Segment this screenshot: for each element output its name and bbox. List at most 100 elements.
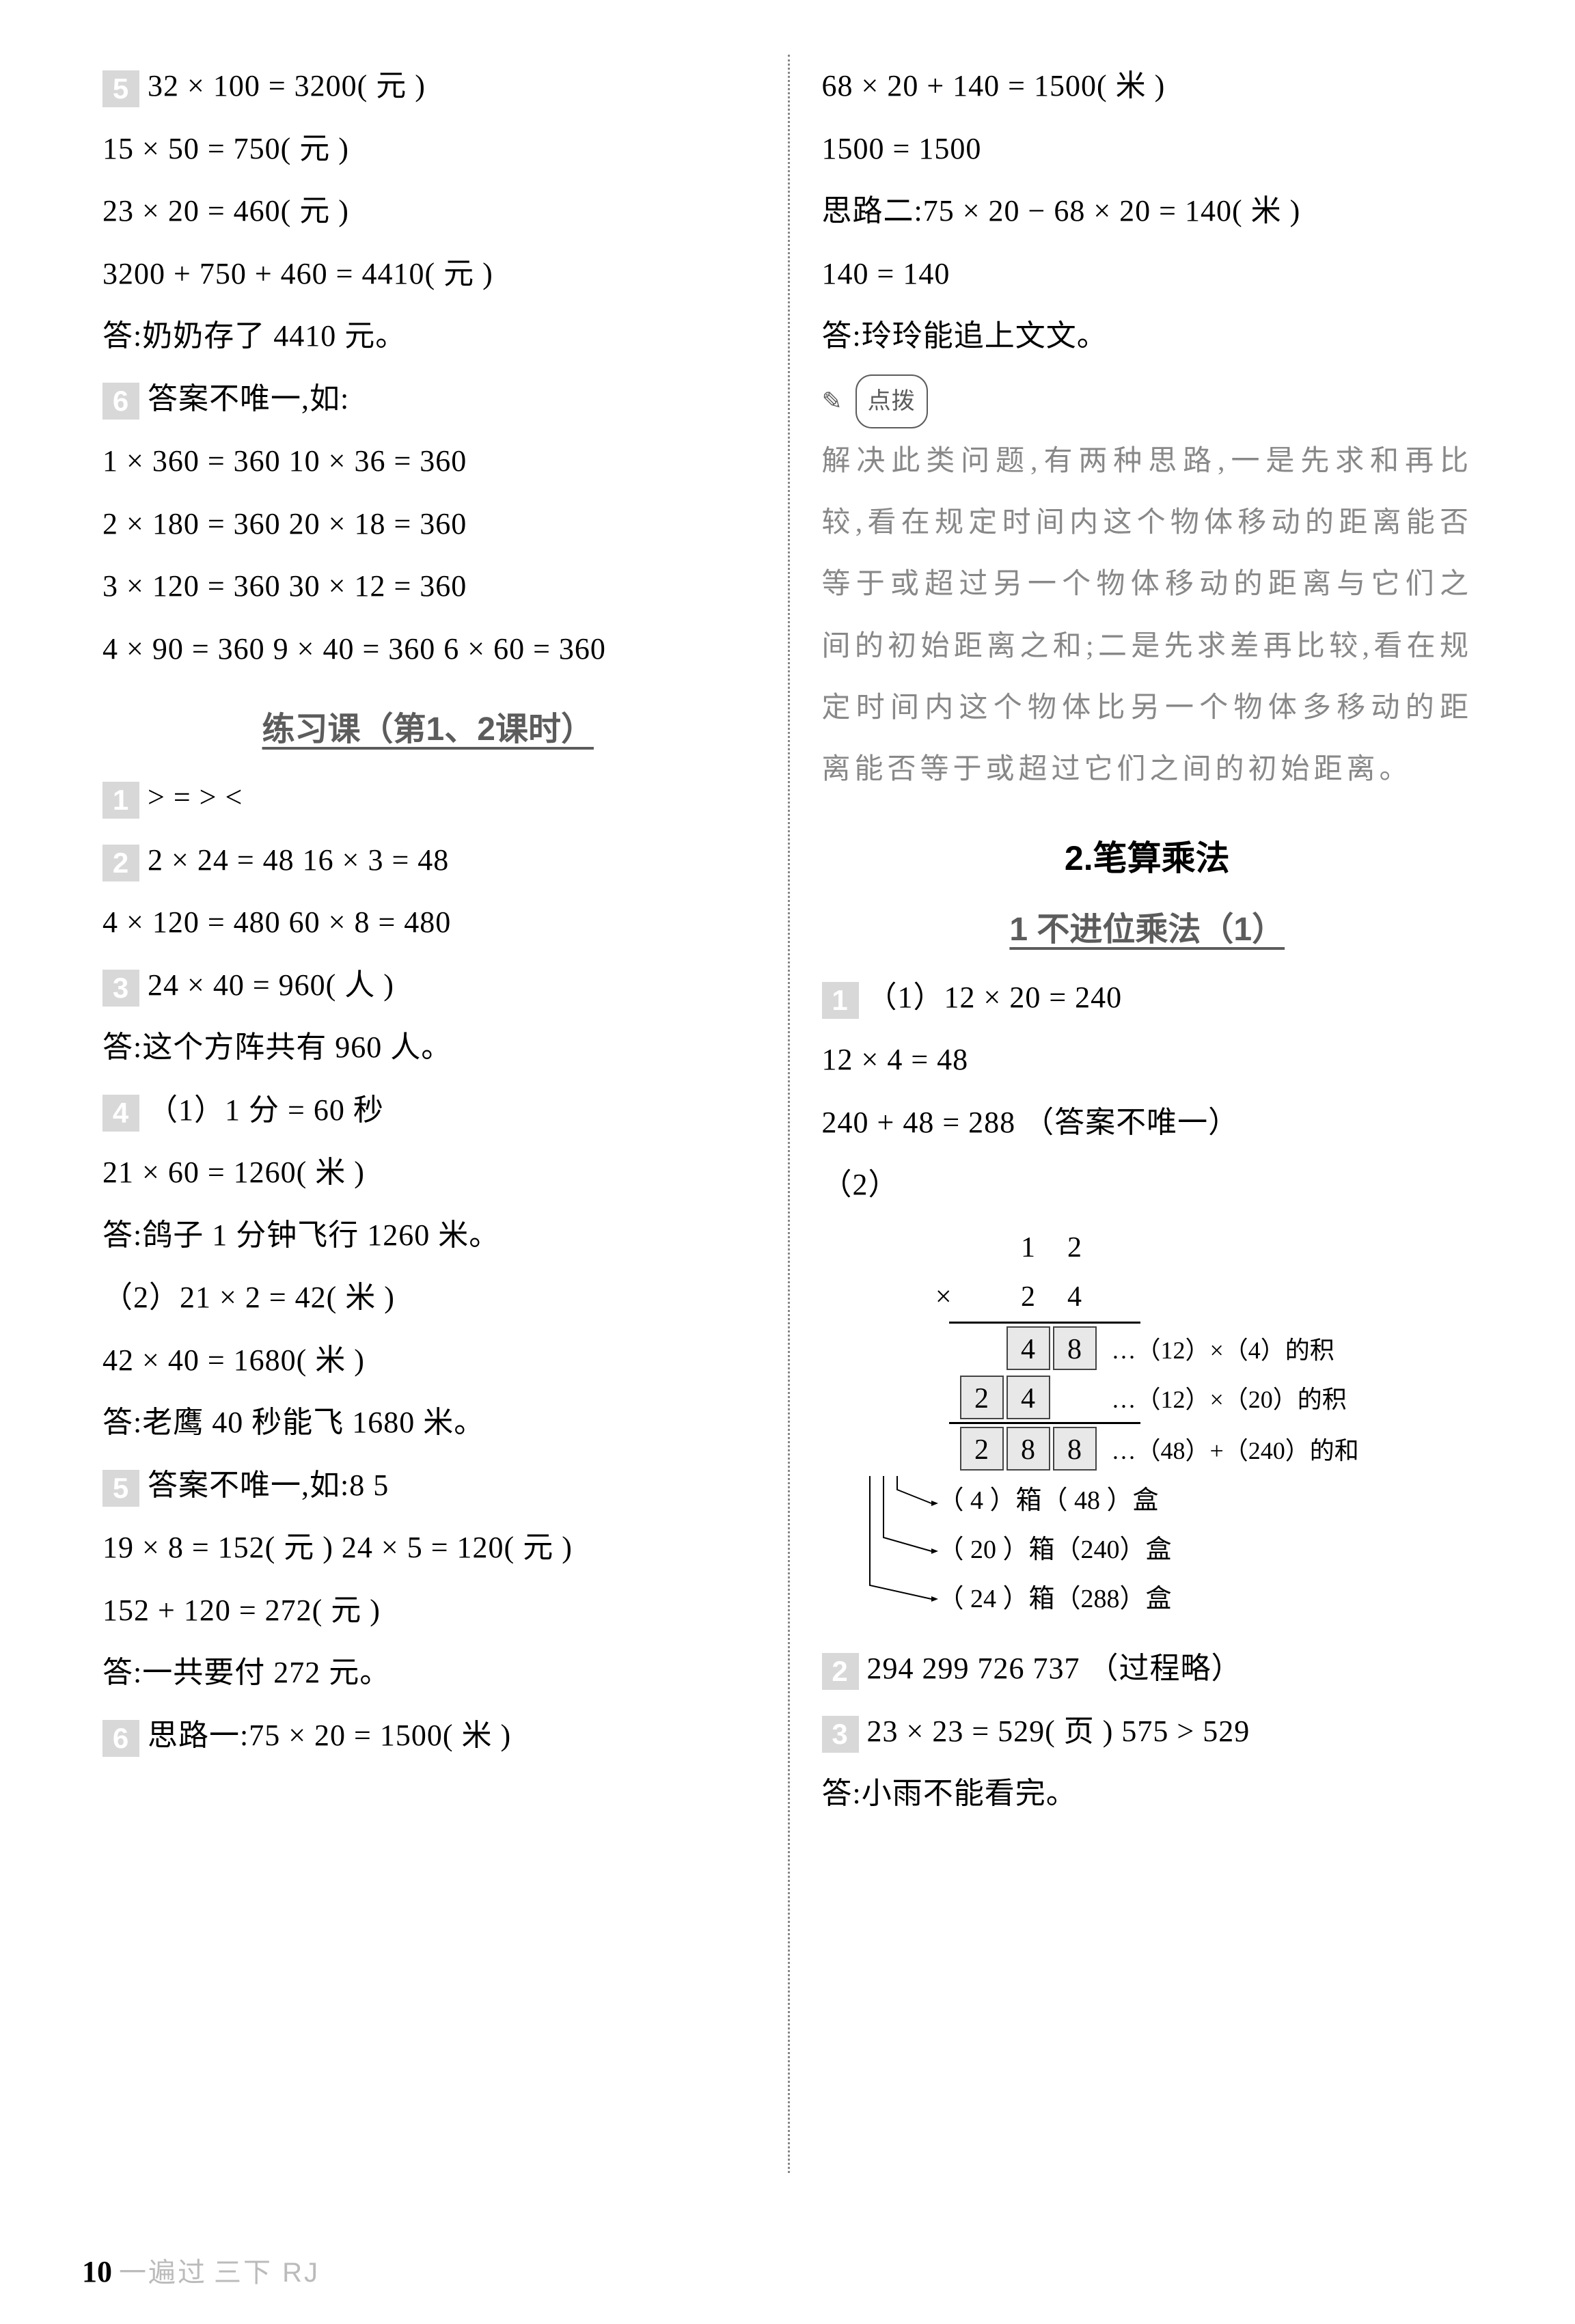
digit: 2 xyxy=(960,1376,1004,1419)
row1-note: …（12）×（4）的积 xyxy=(1112,1330,1334,1366)
dianbo-row: ✎ 点拨 xyxy=(822,368,1473,430)
num-2: 2 xyxy=(102,845,139,881)
footer-brand: 一遍过 xyxy=(119,2258,207,2288)
digit: 1 xyxy=(1006,1226,1050,1270)
cont-line: 答:玲玲能追上文文。 xyxy=(822,305,1473,368)
num-5: 5 xyxy=(102,70,139,107)
cont-line: 思路二:75 × 20 − 68 × 20 = 140( 米 ) xyxy=(822,180,1473,243)
footer-suffix: 三下 RJ xyxy=(214,2258,320,2288)
p5-line: 答:一共要付 272 元。 xyxy=(102,1641,754,1704)
text: （1）1 分 = 60 秒 xyxy=(148,1093,384,1127)
blank xyxy=(1053,1376,1097,1419)
section-2-heading: 2.笔算乘法 xyxy=(822,831,1473,880)
p4-line: 42 × 40 = 1680( 米 ) xyxy=(102,1329,754,1392)
p4-line: 答:老鹰 40 秒能飞 1680 米。 xyxy=(102,1391,754,1454)
q5-line: 15 × 50 = 750( 元 ) xyxy=(102,118,754,180)
text: 24 × 40 = 960( 人 ) xyxy=(148,968,394,1002)
num-3: 3 xyxy=(102,970,139,1007)
num-6: 6 xyxy=(102,383,139,420)
text: 2 × 24 = 48 16 × 3 = 48 xyxy=(148,843,449,877)
q6-head: 6 答案不唯一,如: xyxy=(102,368,754,430)
p2-line: 4 × 120 = 480 60 × 8 = 480 xyxy=(102,891,754,954)
p1: 1 > = > < xyxy=(102,766,754,829)
num-2: 2 xyxy=(822,1653,859,1690)
r3-answer: 答:小雨不能看完。 xyxy=(822,1762,1473,1825)
num-1: 1 xyxy=(102,782,139,819)
page-footer: 10 一遍过 三下 RJ xyxy=(82,2250,320,2290)
q5-answer: 答:奶奶存了 4410 元。 xyxy=(102,305,754,368)
num-5: 5 xyxy=(102,1470,139,1507)
bracket-line: （ 24 ）箱（288）盒 xyxy=(938,1574,1473,1624)
digit: 2 xyxy=(1053,1226,1097,1270)
p5-line: 152 + 120 = 272( 元 ) xyxy=(102,1579,754,1642)
cont-line: 68 × 20 + 140 = 1500( 米 ) xyxy=(822,55,1473,118)
blank xyxy=(960,1275,1004,1319)
q6-line: 2 × 180 = 360 20 × 18 = 360 xyxy=(102,493,754,556)
text: 294 299 726 737 （过程略） xyxy=(867,1652,1242,1685)
q6-line: 3 × 120 = 360 30 × 12 = 360 xyxy=(102,555,754,618)
sub-1-heading: 1 不进位乘法（1） xyxy=(822,902,1473,950)
digit: 8 xyxy=(1006,1427,1050,1471)
cont-line: 1500 = 1500 xyxy=(822,118,1473,180)
num-6: 6 xyxy=(102,1720,139,1757)
bracket-line: （ 20 ）箱（240）盒 xyxy=(938,1525,1473,1574)
p6-line: 6 思路一:75 × 20 = 1500( 米 ) xyxy=(102,1704,754,1767)
text: 答案不唯一,如: xyxy=(148,382,349,415)
hint-body: 解决此类问题,有两种思路,一是先求和再比较,看在规定时间内这个物体移动的距离能否… xyxy=(822,430,1473,801)
p4-line: （2）21 × 2 = 42( 米 ) xyxy=(102,1266,754,1329)
digit: 4 xyxy=(1006,1326,1050,1370)
p3-line: 3 24 × 40 = 960( 人 ) xyxy=(102,954,754,1017)
q6-line: 1 × 360 = 360 10 × 36 = 360 xyxy=(102,430,754,493)
page-number: 10 xyxy=(82,2255,112,2288)
page-container: 5 32 × 100 = 3200( 元 ) 15 × 50 = 750( 元 )… xyxy=(82,55,1493,2173)
text: 32 × 100 = 3200( 元 ) xyxy=(148,69,426,102)
text: 思路一:75 × 20 = 1500( 米 ) xyxy=(148,1719,511,1752)
mult-row1: 4 8 …（12）×（4）的积 xyxy=(918,1324,1473,1373)
p4-line: 答:鸽子 1 分钟飞行 1260 米。 xyxy=(102,1204,754,1267)
bracket-icon xyxy=(856,1476,938,1633)
p5-line: 5 答案不唯一,如:8 5 xyxy=(102,1454,754,1517)
digit: 2 xyxy=(1006,1275,1050,1319)
p3-answer: 答:这个方阵共有 960 人。 xyxy=(102,1016,754,1079)
num-4: 4 xyxy=(102,1095,139,1132)
mult-result: 2 8 8 …（48）+（240）的和 xyxy=(918,1424,1473,1473)
left-column: 5 32 × 100 = 3200( 元 ) 15 × 50 = 750( 元 )… xyxy=(82,55,788,2173)
text: 答案不唯一,如:8 5 xyxy=(148,1468,389,1502)
digit: 4 xyxy=(1053,1275,1097,1319)
mult-row2: 2 4 …（12）×（20）的积 xyxy=(918,1373,1473,1422)
p4-line: 4 （1）1 分 = 60 秒 xyxy=(102,1079,754,1142)
pencil-icon: ✎ xyxy=(822,376,843,427)
right-column: 68 × 20 + 140 = 1500( 米 ) 1500 = 1500 思路… xyxy=(788,55,1494,2173)
digit: 8 xyxy=(1053,1326,1097,1370)
p5-line: 19 × 8 = 152( 元 ) 24 × 5 = 120( 元 ) xyxy=(102,1516,754,1579)
result-note: …（48）+（240）的和 xyxy=(1112,1431,1359,1466)
digit: 4 xyxy=(1006,1376,1050,1419)
digit: 2 xyxy=(960,1427,1004,1471)
q5-line: 23 × 20 = 460( 元 ) xyxy=(102,180,754,243)
bracket-line: （ 4 ）箱（ 48 ）盒 xyxy=(938,1476,1473,1525)
r1-line: 1（1）12 × 20 = 240 xyxy=(822,966,1473,1029)
p4-line: 21 × 60 = 1260( 米 ) xyxy=(102,1141,754,1204)
r1-line: 240 + 48 = 288 （答案不唯一） xyxy=(822,1091,1473,1154)
dianbo-label: 点拨 xyxy=(855,374,928,428)
r1-line: 12 × 4 = 48 xyxy=(822,1028,1473,1091)
p2-line: 2 2 × 24 = 48 16 × 3 = 48 xyxy=(102,829,754,892)
num-1: 1 xyxy=(822,982,859,1019)
blank xyxy=(960,1326,1004,1370)
r2-line: 2294 299 726 737 （过程略） xyxy=(822,1637,1473,1700)
bracket-notes: （ 4 ）箱（ 48 ）盒 （ 20 ）箱（240）盒 （ 24 ）箱（288）… xyxy=(856,1476,1473,1624)
num-3: 3 xyxy=(822,1716,859,1753)
text: > = > < xyxy=(148,780,243,814)
multiplication-work: 1 2 × 2 4 4 8 …（12）×（4）的积 2 4 xyxy=(918,1223,1473,1473)
text: 23 × 23 = 529( 页 ) 575 > 529 xyxy=(867,1714,1250,1748)
practice-heading: 练习课（第1、2课时） xyxy=(102,702,754,750)
row2-note: …（12）×（20）的积 xyxy=(1112,1380,1347,1415)
r3-line: 323 × 23 = 529( 页 ) 575 > 529 xyxy=(822,1700,1473,1763)
mult-top: 1 2 xyxy=(918,1223,1473,1272)
r1-line: （2） xyxy=(822,1153,1473,1216)
cont-line: 140 = 140 xyxy=(822,243,1473,305)
blank xyxy=(960,1226,1004,1270)
column-divider xyxy=(788,55,790,2173)
digit: 8 xyxy=(1053,1427,1097,1471)
q5-line: 3200 + 750 + 460 = 4410( 元 ) xyxy=(102,243,754,305)
